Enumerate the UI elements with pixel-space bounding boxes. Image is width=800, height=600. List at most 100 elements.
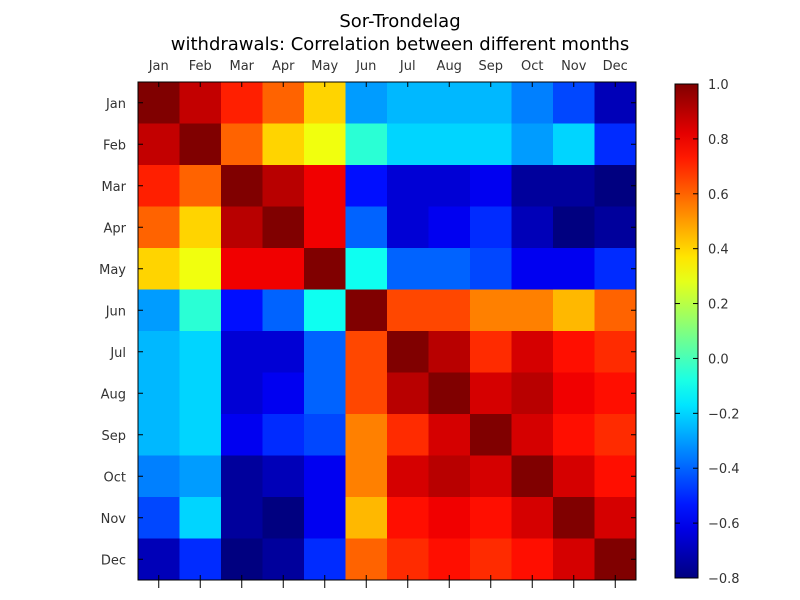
heatmap-cell-may-aug (428, 248, 471, 290)
heatmap-cell-mar-jan (138, 165, 180, 207)
x-tick-label: May (311, 59, 338, 74)
heatmap-cell-aug-sep (470, 372, 512, 415)
heatmap-cell-nov-aug (428, 497, 471, 539)
heatmap-cell-feb-dec (594, 123, 637, 166)
y-tick-label: Sep (101, 429, 126, 444)
heatmap-cell-oct-sep (470, 455, 512, 498)
heatmap-cell-jan-dec (594, 82, 637, 124)
heatmap-cell-jul-mar (221, 331, 263, 373)
heatmap-cell-jan-aug (428, 82, 471, 124)
heatmap-cell-jun-feb (179, 289, 222, 332)
heatmap-cell-sep-may (304, 414, 346, 456)
x-tick-label: Apr (272, 59, 295, 74)
colorbar-tick-label: 0.6 (708, 188, 729, 203)
x-tick-label: Dec (603, 59, 628, 74)
heatmap-cell-mar-sep (470, 165, 512, 207)
heatmap-cell-may-sep (470, 248, 512, 290)
colorbar-tick-label: 0.8 (708, 133, 729, 148)
heatmap-cell-nov-jun (345, 497, 388, 539)
colorbar (674, 83, 699, 579)
heatmap-cell-jun-jan (138, 289, 180, 332)
heatmap-cell-feb-jan (138, 123, 180, 166)
heatmap-cell-dec-jun (345, 538, 388, 581)
heatmap-cell-may-may (304, 248, 346, 290)
x-tick-label: Jun (355, 59, 376, 74)
heatmap-cell-dec-nov (553, 538, 595, 581)
heatmap-cell-jun-mar (221, 289, 263, 332)
heatmap-cell-apr-jan (138, 206, 180, 249)
heatmap-cell-aug-aug (428, 372, 471, 415)
heatmap-cell-may-jul (387, 248, 429, 290)
heatmap-cell-may-feb (179, 248, 222, 290)
heatmap-cell-feb-may (304, 123, 346, 166)
heatmap-cell-may-jun (345, 248, 388, 290)
heatmap-cell-mar-jun (345, 165, 388, 207)
heatmap-cell-apr-oct (511, 206, 554, 249)
heatmap-cell-mar-nov (553, 165, 595, 207)
colorbar-tick-label: −0.4 (708, 462, 740, 477)
heatmap-cell-may-nov (553, 248, 595, 290)
x-tick-label: Oct (521, 59, 543, 74)
heatmap-cell-oct-oct (511, 455, 554, 498)
heatmap-cell-feb-sep (470, 123, 512, 166)
heatmap-cell-may-mar (221, 248, 263, 290)
heatmap-cell-apr-nov (553, 206, 595, 249)
x-tick-label: Feb (189, 59, 212, 74)
heatmap-cell-jul-jan (138, 331, 180, 373)
heatmap-cell-sep-apr (262, 414, 305, 456)
heatmap-cell-sep-dec (594, 414, 637, 456)
heatmap-cell-jun-aug (428, 289, 471, 332)
heatmap-cell-jun-oct (511, 289, 554, 332)
heatmap-cell-jan-jun (345, 82, 388, 124)
y-tick-label: Nov (101, 512, 127, 527)
axis-ticks (138, 82, 636, 588)
x-tick-label: Mar (229, 59, 254, 74)
y-tick-label: Jan (105, 97, 126, 112)
y-tick-label: Apr (104, 221, 127, 236)
heatmap-cell-jan-apr (262, 82, 305, 124)
heatmap-cell-apr-jun (345, 206, 388, 249)
y-tick-label: Jun (105, 304, 126, 319)
heatmap-cell-jan-feb (179, 82, 222, 124)
heatmap-cell-feb-apr (262, 123, 305, 166)
heatmap-cell-sep-oct (511, 414, 554, 456)
heatmap-cell-aug-jun (345, 372, 388, 415)
colorbar-ticks: 1.0 0.8 0.6 0.4 0.2 0.0 −0.2 −0.4 −0.6 −0.8 (675, 78, 740, 587)
heatmap-cell-jan-may (304, 82, 346, 124)
heatmap-cell-oct-jan (138, 455, 180, 498)
heatmap-cell-jun-jul (387, 289, 429, 332)
heatmap-cell-jan-mar (221, 82, 263, 124)
heatmap-cell-nov-apr (262, 497, 305, 539)
colorbar-tick-label: −0.8 (708, 572, 740, 587)
heatmap-cell-feb-oct (511, 123, 554, 166)
heatmap-cell-jul-may (304, 331, 346, 373)
heatmap-cell-jan-jul (387, 82, 429, 124)
heatmap-cell-mar-feb (179, 165, 222, 207)
y-tick-label: Feb (103, 138, 126, 153)
heatmap-cell-mar-aug (428, 165, 471, 207)
heatmap-cell-jun-dec (594, 289, 637, 332)
x-tick-label: Sep (478, 59, 503, 74)
heatmap-cell-oct-feb (179, 455, 222, 498)
chart-title: Sor-Trondelag (339, 11, 461, 32)
heatmap-cell-oct-apr (262, 455, 305, 498)
heatmap-cell-mar-may (304, 165, 346, 207)
heatmap-cell-apr-aug (428, 206, 471, 249)
y-tick-label: Oct (104, 470, 126, 485)
heatmap-cell-dec-aug (428, 538, 471, 581)
colorbar-tick-label: −0.2 (708, 407, 740, 422)
heatmap-cell-nov-jul (387, 497, 429, 539)
heatmap-cell-apr-may (304, 206, 346, 249)
heatmap-cell-mar-mar (221, 165, 263, 207)
heatmap-cell-may-dec (594, 248, 637, 290)
heatmap-cell-jul-oct (511, 331, 554, 373)
heatmap-cell-aug-oct (511, 372, 554, 415)
heatmap-cell-aug-feb (179, 372, 222, 415)
chart-subtitle: withdrawals: Correlation between differe… (170, 34, 630, 55)
heatmap-cell-aug-nov (553, 372, 595, 415)
heatmap-cell-jul-dec (594, 331, 637, 373)
heatmap-cell-oct-may (304, 455, 346, 498)
plot-frame (137, 81, 637, 581)
x-tick-label: Jul (399, 59, 416, 74)
